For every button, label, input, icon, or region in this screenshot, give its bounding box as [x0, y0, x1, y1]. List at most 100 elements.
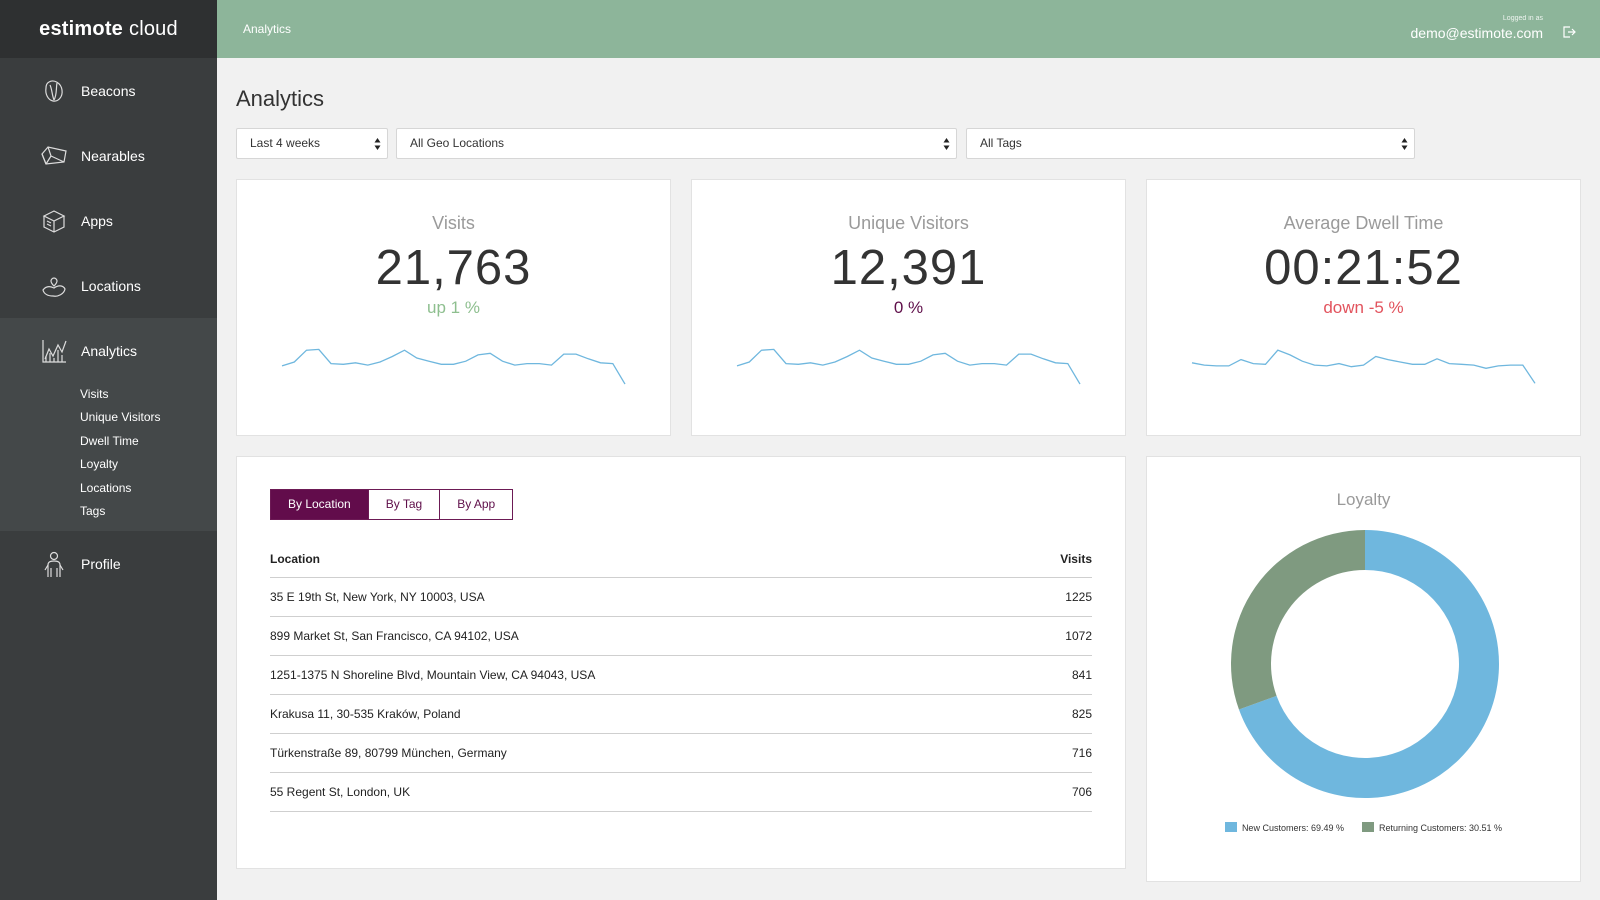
apps-box-icon [40, 207, 68, 235]
visits-cell: 1225 [1018, 577, 1092, 617]
tags-select-value: All Tags [980, 136, 1022, 150]
stat-title: Average Dwell Time [1283, 213, 1444, 233]
page-title: Analytics [236, 86, 325, 111]
visits-cell: 716 [1018, 733, 1092, 773]
tab-by-tag[interactable]: By Tag [368, 489, 441, 520]
profile-person-icon [40, 550, 68, 578]
column-header-location[interactable]: Location [270, 542, 1019, 578]
sparkline-series [1191, 349, 1536, 384]
analytics-subnav: Visits Unique Visitors Dwell Time Loyalt… [0, 383, 217, 523]
table-row[interactable]: 1251-1375 N Shoreline Blvd, Mountain Vie… [270, 655, 1092, 695]
legend-item-new: New Customers: 69.49 % [1224, 822, 1344, 833]
logged-in-label: Logged in as [1502, 15, 1543, 22]
donut-slice-new-customers[interactable] [1238, 530, 1499, 798]
table-row[interactable]: 899 Market St, San Francisco, CA 94102, … [270, 616, 1092, 656]
sidebar-item-apps[interactable]: Apps [0, 188, 217, 253]
legend-swatch-new [1224, 822, 1237, 832]
location-hand-icon [40, 272, 68, 300]
tab-by-app[interactable]: By App [440, 489, 514, 520]
analytics-nav-group: Analytics Visits Unique Visitors Dwell T… [0, 318, 217, 532]
legend-item-returning: Returning Customers: 30.51 % [1361, 822, 1503, 833]
breadcrumb[interactable]: Analytics [243, 22, 292, 36]
analytics-chart-icon [40, 337, 68, 365]
sidebar: estimote cloud Beacons Nearables Apps Lo… [0, 0, 217, 900]
stat-title: Visits [432, 213, 475, 233]
location-table-card: By Location By Tag By App Location Visit… [236, 456, 1126, 869]
stat-value: 12,391 [830, 241, 987, 295]
select-arrows-icon [943, 138, 950, 150]
loyalty-card: Loyalty New Customers: 69.49 % Returning… [1146, 456, 1581, 882]
table-row[interactable]: Türkenstraße 89, 80799 München, Germany 7… [270, 733, 1092, 773]
sidebar-item-label: Apps [81, 212, 113, 229]
sidebar-item-label: Analytics [81, 342, 138, 359]
table-row[interactable]: Krakusa 11, 30-535 Kraków, Poland 825 [270, 694, 1092, 734]
logo-bold-text: estimote [39, 17, 124, 40]
sidebar-item-label: Nearables [81, 147, 145, 164]
geo-select-value: All Geo Locations [410, 136, 505, 150]
location-cell: Krakusa 11, 30-535 Kraków, Poland [270, 694, 1019, 734]
subnav-item-loyalty[interactable]: Loyalty [80, 457, 119, 472]
sidebar-item-beacons[interactable]: Beacons [0, 58, 217, 123]
stat-title: Unique Visitors [848, 213, 969, 233]
sparkline-series [281, 348, 626, 385]
breakdown-tabs: By Location By Tag By App [270, 489, 514, 520]
sidebar-item-profile[interactable]: Profile [0, 531, 217, 596]
unique-visitors-card[interactable]: Unique Visitors 12,391 0 % [691, 179, 1126, 436]
location-cell: 1251-1375 N Shoreline Blvd, Mountain Vie… [270, 655, 1019, 695]
logo-rest-text: cloud [129, 17, 178, 40]
dwell-time-sparkline [1191, 349, 1536, 384]
sidebar-item-nearables[interactable]: Nearables [0, 123, 217, 188]
visits-cell: 706 [1018, 772, 1092, 812]
table-row[interactable]: 55 Regent St, London, UK 706 [270, 772, 1092, 812]
stat-value: 21,763 [375, 241, 532, 295]
loyalty-title: Loyalty [1336, 490, 1391, 509]
sidebar-item-label: Locations [81, 277, 141, 294]
visits-cell: 825 [1018, 694, 1092, 734]
loyalty-legend: New Customers: 69.49 % Returning Custome… [1147, 822, 1580, 833]
logout-icon[interactable] [1562, 25, 1576, 39]
location-cell: Türkenstraße 89, 80799 München, Germany [270, 733, 1019, 773]
dwell-time-card[interactable]: Average Dwell Time 00:21:52 down -5 % [1146, 179, 1581, 436]
column-header-visits[interactable]: Visits [1018, 542, 1092, 578]
tags-select[interactable]: All Tags [966, 128, 1415, 159]
select-arrows-icon [1401, 138, 1408, 150]
geo-location-select[interactable]: All Geo Locations [396, 128, 957, 159]
sidebar-item-analytics[interactable]: Analytics [0, 318, 217, 383]
visits-cell: 1072 [1018, 616, 1092, 656]
location-cell: 899 Market St, San Francisco, CA 94102, … [270, 616, 1019, 656]
subnav-item-visits[interactable]: Visits [80, 387, 109, 401]
subnav-item-dwell-time[interactable]: Dwell Time [80, 433, 139, 448]
subnav-item-tags[interactable]: Tags [80, 503, 106, 518]
stat-change: up 1 % [427, 298, 480, 317]
sparkline-series [736, 348, 1081, 385]
legend-label-returning: Returning Customers: 30.51 % [1378, 823, 1503, 833]
sidebar-item-label: Beacons [81, 82, 136, 99]
legend-label-new: New Customers: 69.49 % [1241, 823, 1344, 833]
donut-slice-returning-customers[interactable] [1231, 530, 1365, 710]
visits-card[interactable]: Visits 21,763 up 1 % [236, 179, 671, 436]
subnav-item-unique-visitors[interactable]: Unique Visitors [80, 410, 161, 425]
period-select[interactable]: Last 4 weeks [236, 128, 388, 159]
select-arrows-icon [374, 138, 381, 150]
location-cell: 35 E 19th St, New York, NY 10003, USA [270, 577, 1019, 617]
visits-cell: 841 [1018, 655, 1092, 695]
unique-visitors-sparkline [736, 348, 1081, 385]
stat-change: 0 % [893, 298, 924, 317]
user-email[interactable]: demo@estimote.com [1410, 25, 1543, 41]
table-header-row: Location Visits [270, 542, 1092, 578]
locations-table: Location Visits 35 E 19th St, New York, … [270, 542, 1092, 812]
loyalty-donut-chart[interactable] [1230, 529, 1500, 799]
top-header: Analytics Logged in as demo@estimote.com [217, 0, 1600, 58]
stat-value: 00:21:52 [1264, 241, 1463, 295]
beacon-icon [40, 77, 68, 105]
sidebar-item-locations[interactable]: Locations [0, 253, 217, 318]
period-select-value: Last 4 weeks [250, 136, 321, 150]
visits-sparkline [281, 348, 626, 385]
tab-by-location[interactable]: By Location [270, 489, 369, 520]
app-logo[interactable]: estimote cloud [0, 0, 217, 58]
nearable-icon [40, 142, 68, 170]
sidebar-item-label: Profile [81, 555, 121, 572]
stat-change: down -5 % [1323, 298, 1404, 317]
subnav-item-locations[interactable]: Locations [80, 480, 132, 495]
table-row[interactable]: 35 E 19th St, New York, NY 10003, USA 122… [270, 577, 1092, 617]
